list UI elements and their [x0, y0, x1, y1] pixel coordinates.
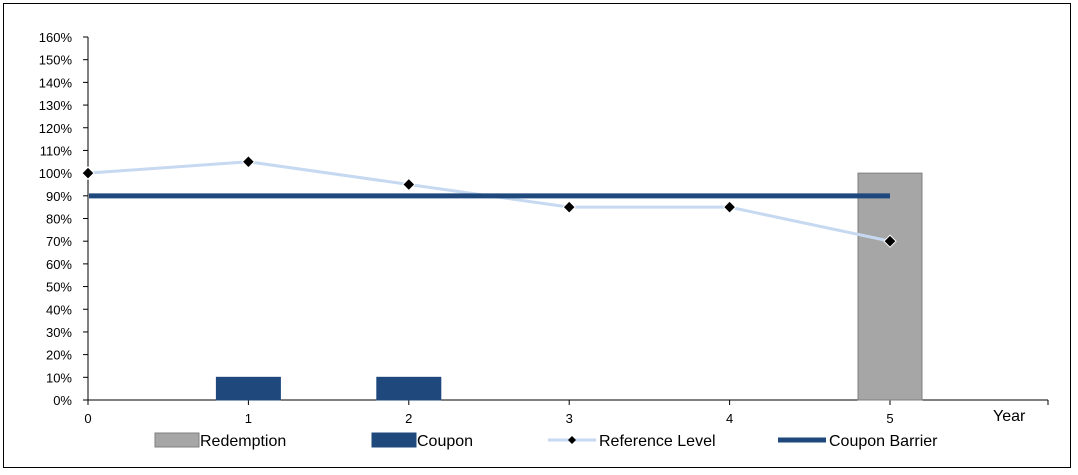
x-tick-label: 0: [84, 411, 91, 426]
y-tick-label: 100%: [39, 166, 73, 181]
y-tick-label: 70%: [46, 234, 72, 249]
y-tick-label: 30%: [46, 325, 72, 340]
legend-label-redemption: Redemption: [200, 433, 286, 450]
x-axis-title: Year: [993, 408, 1026, 425]
y-tick-label: 60%: [46, 257, 72, 272]
y-tick-label: 110%: [40, 143, 73, 158]
x-tick-label: 3: [566, 411, 573, 426]
y-tick-label: 130%: [39, 98, 73, 113]
reference-level-marker: [562, 200, 576, 214]
y-ticks: 0% 10% 20% 30% 40% 50% 60% 70% 80% 90% 100% 110% 120…: [39, 30, 88, 408]
markers: [81, 155, 897, 248]
y-tick-label: 140%: [39, 75, 73, 90]
x-tick-label: 2: [405, 411, 412, 426]
redemption-bar: [857, 172, 923, 401]
y-tick-label: 80%: [46, 212, 72, 227]
legend-label-coupon: Coupon: [417, 433, 473, 450]
legend-marker-reference-level: [568, 436, 576, 444]
legend-swatch-redemption: [154, 432, 200, 448]
y-tick-label: 10%: [46, 370, 72, 385]
y-tick-label: 0%: [53, 393, 72, 408]
y-tick-label: 40%: [46, 302, 72, 317]
y-tick-label: 150%: [39, 53, 73, 68]
y-tick-label: 120%: [39, 121, 73, 136]
bars: [215, 172, 923, 401]
reference-level-line: [87, 160, 891, 243]
coupon-bar: [376, 376, 442, 401]
legend-swatch-coupon: [371, 432, 417, 448]
y-tick-label: 20%: [46, 348, 72, 363]
reference-level-marker: [402, 177, 416, 192]
y-tick-label: 160%: [39, 30, 73, 45]
reference-level-marker: [722, 200, 737, 214]
x-tick-label: 4: [726, 411, 733, 426]
legend: Redemption Coupon Reference Level Coupon Ba…: [154, 432, 938, 450]
reference-level-marker: [241, 155, 256, 169]
x-tick-label: 5: [886, 411, 893, 426]
reference-level-marker: [883, 234, 897, 248]
y-tick-label: 90%: [46, 189, 72, 204]
y-tick-label: 50%: [46, 280, 72, 295]
lines: [87, 160, 891, 243]
legend-label-reference-level: Reference Level: [599, 433, 716, 450]
legend-label-coupon-barrier: Coupon Barrier: [829, 433, 938, 450]
reference-level-marker: [81, 166, 95, 180]
coupon-bar: [215, 376, 281, 401]
x-ticks: 0 1 2 3 4 5: [84, 400, 1049, 426]
x-tick-label: 1: [245, 411, 252, 426]
